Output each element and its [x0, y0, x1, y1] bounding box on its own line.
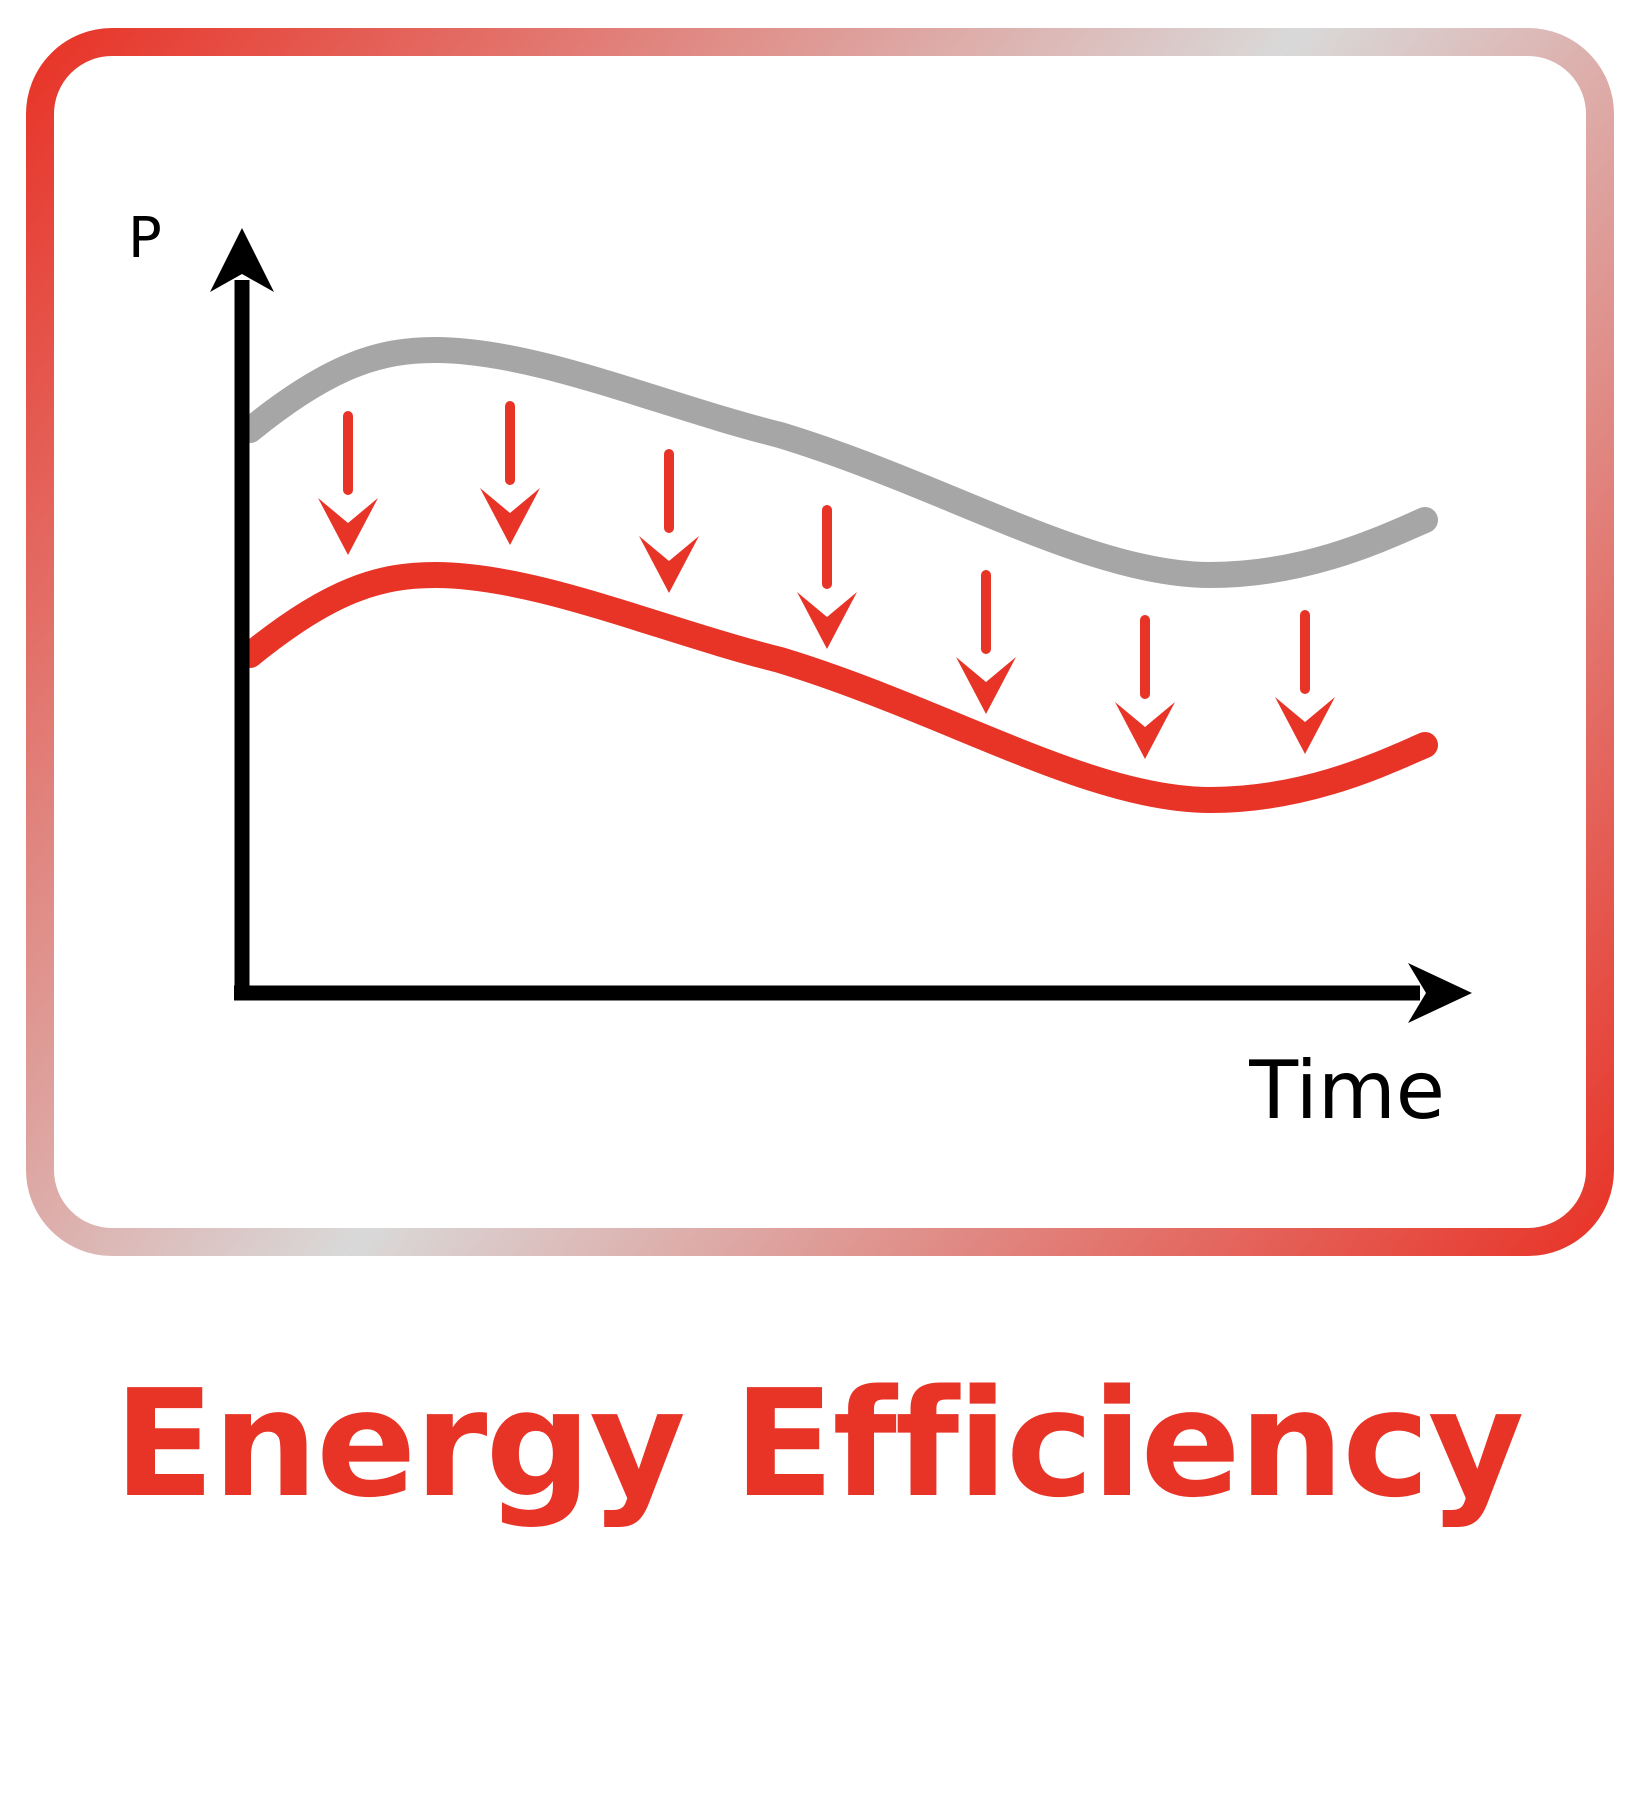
y-axis-label: P — [128, 206, 162, 271]
down-arrow-icon — [1275, 610, 1335, 754]
reduced-power-curve — [237, 561, 1438, 814]
down-arrow-icon — [956, 570, 1016, 714]
down-arrow-icon — [318, 411, 378, 555]
x-axis-arrowhead — [1408, 963, 1472, 1023]
down-arrow-icon — [480, 401, 540, 545]
baseline-power-curve — [237, 336, 1438, 589]
down-arrow-icon — [639, 449, 699, 593]
x-axis-label: Time — [1248, 1044, 1445, 1137]
reduction-arrows — [318, 401, 1335, 759]
y-axis-arrowhead — [210, 228, 274, 292]
down-arrow-icon — [797, 505, 857, 649]
axes — [210, 228, 1472, 1023]
down-arrow-icon — [1115, 615, 1175, 759]
page-title: Energy Efficiency — [113, 1358, 1525, 1530]
